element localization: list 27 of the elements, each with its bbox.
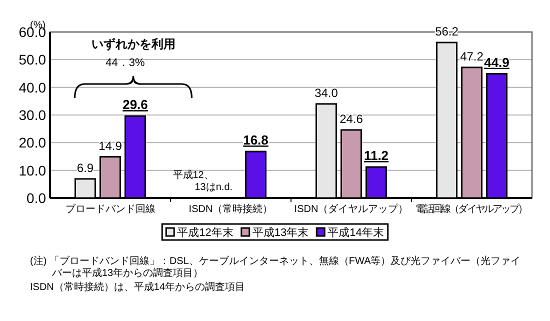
data-label: 24.6 [340, 112, 364, 126]
x-tick-label: ブロードバンド回線 [65, 203, 156, 215]
data-label: 47.2 [460, 49, 484, 64]
data-label: 14.9 [98, 138, 122, 153]
text: ISDN（常時接続）は、平成14年からの調査項目 [30, 281, 246, 293]
data-label: 29.6 [122, 97, 148, 112]
annotation: 44．3% [106, 57, 146, 69]
y-tick-label: 10.0 [18, 162, 46, 178]
annotation: いずれかを利用 [91, 37, 176, 51]
data-label: 16.8 [243, 132, 268, 148]
y-tick-label: 30.0 [18, 107, 46, 123]
annotation: 平成12、13はn.d. [172, 169, 233, 193]
data-label: 44.9 [484, 54, 510, 70]
data-label: 11.2 [364, 148, 389, 164]
legend-label: 平成14年末 [328, 226, 384, 239]
x-tick-label: 電話回線（ダイヤルアップ） [416, 203, 528, 215]
data-label: 34.0 [314, 86, 338, 100]
x-tick-label: ISDN（常時接続） [188, 203, 273, 215]
y-tick-label: 40.0 [18, 79, 46, 96]
y-tick-label: 0.0 [26, 190, 46, 206]
text: (注) 「ブロードバンド回線」：DSL、ケーブルインターネット、無線（FWA等）及び光ファイバー（光ファイバーは平成13年からの調査項目） [30, 255, 521, 279]
data-label: 6.9 [76, 160, 94, 175]
y-tick-label: 20.0 [18, 134, 46, 151]
legend-label: 平成12年末 [177, 226, 234, 239]
x-tick-label: ISDN（ダイヤルアップ） [294, 203, 408, 215]
y-tick-label: 50.0 [18, 52, 46, 68]
legend-label: 平成13年末 [252, 226, 309, 239]
